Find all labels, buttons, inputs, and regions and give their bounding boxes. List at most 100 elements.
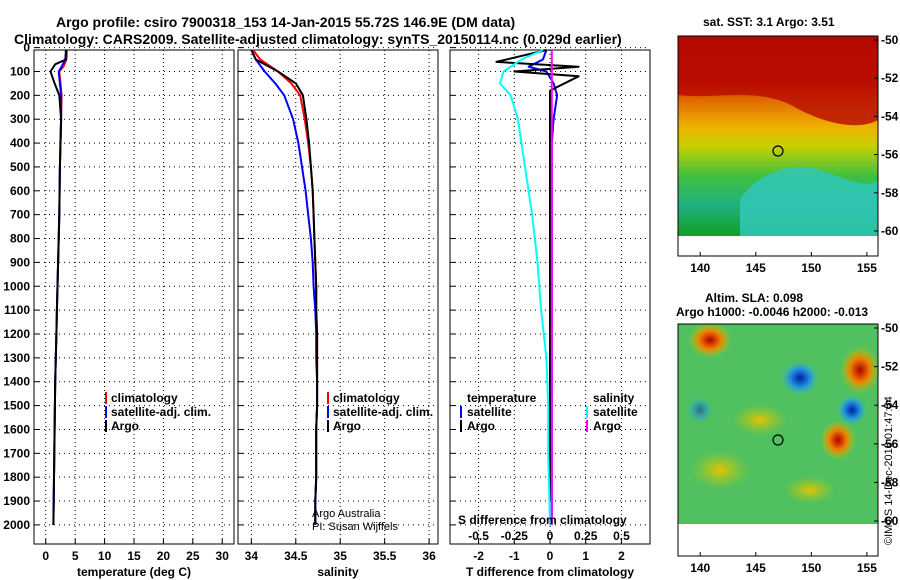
x-axis-label: salinity [317,565,359,579]
sst-map-ticks: 140 145 150 155 -50 -52 -54 -56 -58 -60 [690,33,898,275]
sla-anomaly [686,396,714,424]
depth-tick-label: 1900 [3,494,30,508]
legend-swatch-satellite [327,406,329,418]
legend-label-t-argo: Argo [467,419,495,433]
depth-tick-label: 900 [10,255,30,269]
legend-label-t-satellite: satellite [467,405,512,419]
legend-swatch-t-argo [460,420,462,432]
x-tick-label: 5 [72,549,79,563]
institution-note: Argo Australia [312,508,381,520]
s-diff-tick-label: 0.5 [613,529,630,543]
x-axis-label: temperature (deg C) [77,565,191,579]
map-x-tick-label: 150 [801,561,821,575]
depth-tick-label: 1800 [3,470,30,484]
x-tick-label: 30 [216,549,230,563]
legend-label-climatology: climatology [111,391,178,405]
map-x-tick-label: 155 [857,561,877,575]
depth-tick-label: 600 [10,184,30,198]
profile-panels: 0100200300400500600700800900100011001200… [3,41,651,579]
profile-panel: -2 -1 0 1 2 T difference from climatology [449,47,651,579]
legend-swatch-s-argo [586,420,588,432]
panel-frame [33,49,235,545]
profile-panel: 34 34.5 35 35.5 36 salinity [237,47,439,579]
x-tick-label: 10 [98,549,112,563]
series-line-argo [49,50,67,525]
x-tick-label: 35.5 [373,549,397,563]
s-diff-tick-label: 0 [547,529,554,543]
map-y-tick-label: -54 [881,109,899,123]
figure-title-line1: Argo profile: csiro 7900318_153 14-Jan-2… [56,14,515,30]
legend-label-argo: Argo [111,419,139,433]
x-tick-label: -1 [509,549,520,563]
sst-map: sat. SST: 3.1 Argo: 3.51 140 145 150 155 -50… [677,15,899,275]
x-tick-label: 25 [186,549,200,563]
s-difference-axis-label: S difference from climatology [458,513,627,527]
depth-tick-label: 1200 [3,327,30,341]
legend-label-climatology: climatology [333,391,400,405]
map-x-tick-label: 145 [746,561,766,575]
map-y-tick-label: -56 [881,437,899,451]
depth-tick-label: 1700 [3,446,30,460]
sla-anomaly [732,404,788,436]
panel-frame [237,49,439,545]
x-tick-label: 34.5 [284,549,308,563]
depth-tick-label: 1300 [3,351,30,365]
sla-map-frame [677,323,879,557]
legend-label-satellite: satellite-adj. clim. [111,405,211,419]
x-tick-label: 0 [547,549,554,563]
s-diff-tick-label: -0.25 [501,529,529,543]
x-tick-label: 34 [245,549,259,563]
sla-anomaly [688,322,732,358]
x-tick-label: 36 [422,549,436,563]
map-y-tick-label: -58 [881,186,899,200]
sla-map: Altim. SLA: 0.098 Argo h1000: -0.0046 h2… [676,291,899,575]
map-x-tick-label: 155 [857,261,877,275]
map-x-tick-label: 140 [690,561,710,575]
map-y-tick-label: -58 [881,475,899,489]
sst-cold-tongue [740,166,878,236]
map-y-tick-label: -52 [881,360,899,374]
x-tick-label: 20 [157,549,171,563]
sst-warm-front [678,36,878,126]
map-x-tick-label: 145 [746,261,766,275]
argo-position-marker [772,434,784,446]
map-x-tick-label: 140 [690,261,710,275]
sla-map-title2: Argo h1000: -0.0046 h2000: -0.013 [676,305,868,319]
s-diff-tick-label: -0.5 [468,529,489,543]
depth-tick-label: 2000 [3,518,30,532]
legend-title-salinity: salinity [593,391,635,405]
depth-tick-label: 300 [10,112,30,126]
depth-tick-label: 800 [10,232,30,246]
temperature-legend: climatology satellite-adj. clim. Argo [105,391,211,433]
depth-tick-label: 0 [23,41,30,55]
x-tick-label: 0 [42,549,49,563]
depth-tick-label: 1100 [4,303,30,317]
legend-label-argo: Argo [333,419,361,433]
legend-swatch-t-satellite [460,406,462,418]
sla-anomaly [820,420,856,460]
legend-swatch-satellite [105,406,107,418]
map-y-tick-label: -52 [881,71,899,85]
argo-position-marker [772,145,784,157]
depth-tick-label: 700 [10,208,30,222]
sla-anomaly [840,346,880,394]
sla-map-title1: Altim. SLA: 0.098 [705,291,803,305]
salinity-legend: climatology satellite-adj. clim. Argo Ar… [312,391,433,533]
s-diff-tick-label: 0.25 [574,529,598,543]
legend-swatch-argo [105,420,107,432]
legend-swatch-s-satellite [586,406,588,418]
x-tick-label: 1 [582,549,589,563]
sla-anomaly [690,450,750,490]
difference-legend: temperature satellite Argo salinity sate… [458,391,638,527]
figure-title-line2: Climatology: CARS2009. Satellite-adjuste… [14,31,622,47]
legend-swatch-climatology [327,392,329,404]
legend-label-satellite: satellite-adj. clim. [333,405,433,419]
depth-tick-label: 1000 [3,279,30,293]
x-tick-label: -2 [473,549,484,563]
depth-tick-label: 400 [10,136,30,150]
legend-title-temperature: temperature [467,391,537,405]
sla-missing-data [678,524,878,556]
series-line-salinity-satellite [499,49,551,525]
depth-tick-label: 500 [10,160,30,174]
